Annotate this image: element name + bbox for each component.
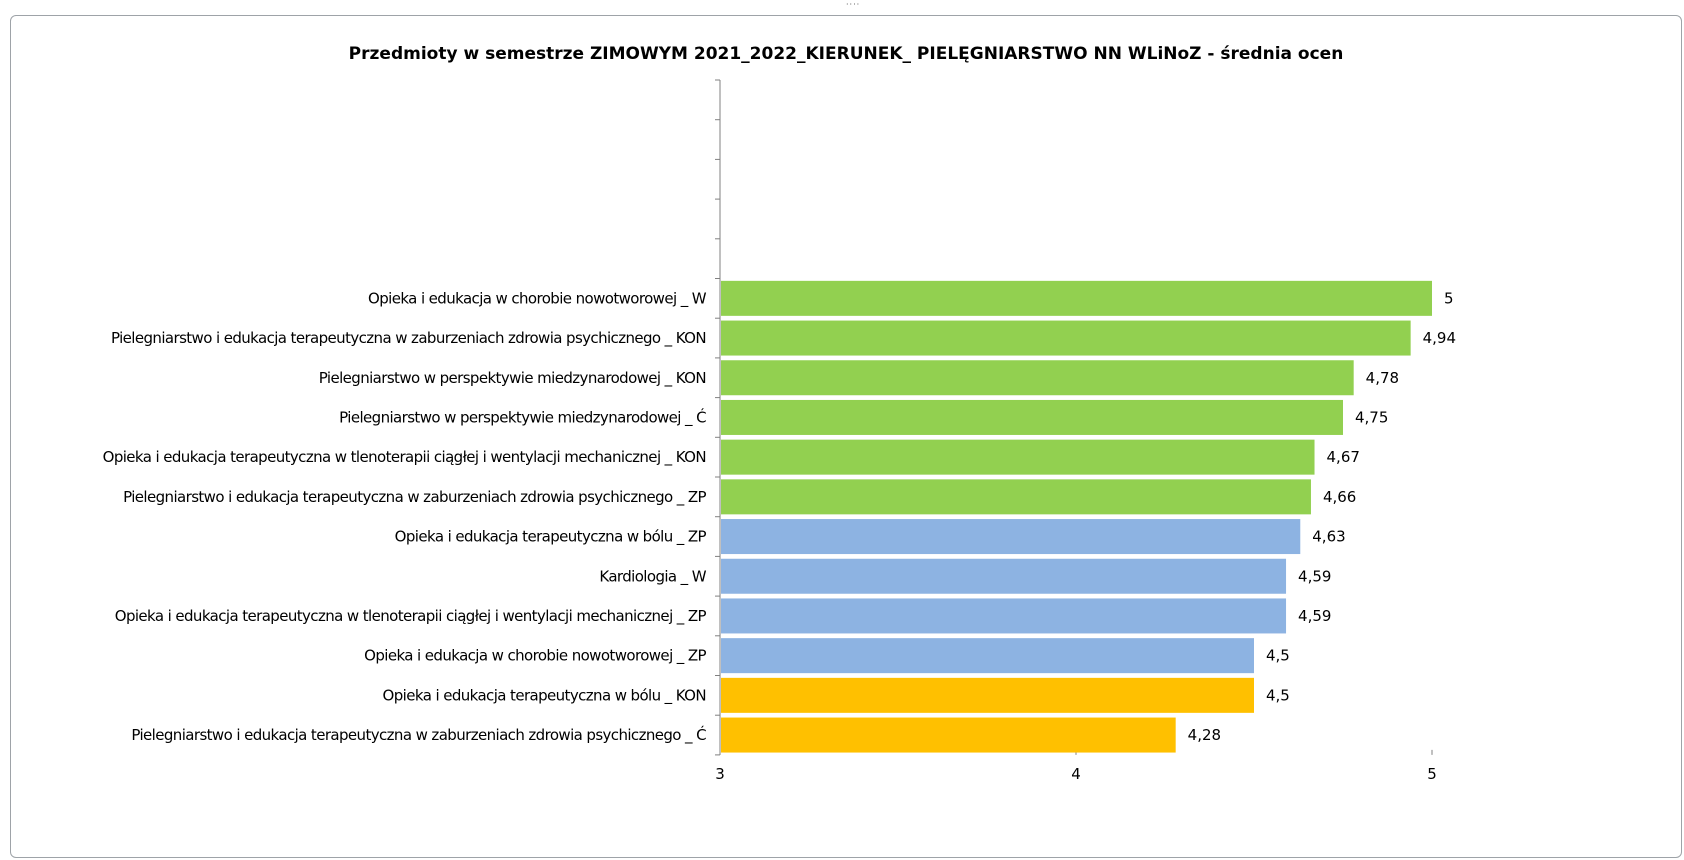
- resize-grip-icon[interactable]: ····: [846, 0, 861, 9]
- bar: [721, 638, 1254, 674]
- data-label: 4,67: [1327, 448, 1360, 466]
- category-label: Pielegniarstwo w perspektywie miedzynaro…: [319, 369, 706, 388]
- category-label: Pielegniarstwo i edukacja terapeutyczna …: [123, 488, 706, 507]
- chart-title: Przedmioty w semestrze ZIMOWYM 2021_2022…: [348, 44, 1344, 64]
- chart-area[interactable]: Przedmioty w semestrze ZIMOWYM 2021_2022…: [10, 15, 1682, 858]
- category-label: Opieka i edukacja w chorobie nowotworowe…: [364, 647, 706, 666]
- bar: [721, 280, 1432, 316]
- data-label: 4,28: [1188, 726, 1221, 744]
- data-label: 4,78: [1366, 369, 1399, 387]
- data-label: 4,5: [1266, 647, 1290, 665]
- bar: [721, 439, 1315, 475]
- bar: [721, 479, 1311, 515]
- data-label: 4,63: [1312, 528, 1345, 546]
- category-label: Kardiologia _ W: [599, 567, 706, 586]
- x-tick-label: 4: [1071, 765, 1081, 783]
- data-label: 4,75: [1355, 408, 1388, 426]
- category-label: Pielegniarstwo w perspektywie miedzynaro…: [339, 407, 706, 427]
- x-tick-label: 3: [715, 765, 725, 783]
- bar: [721, 717, 1176, 753]
- bar: [721, 558, 1287, 594]
- bar: [721, 320, 1411, 356]
- category-label: Opieka i edukacja terapeutyczna w bólu _…: [383, 686, 706, 705]
- data-label: 4,94: [1423, 329, 1456, 347]
- bar: [721, 677, 1254, 713]
- data-label: 5: [1444, 289, 1454, 307]
- x-tick-label: 5: [1427, 765, 1437, 783]
- data-label: 4,59: [1298, 567, 1331, 585]
- category-label: Opieka i edukacja terapeutyczna w tlenot…: [115, 607, 707, 626]
- data-label: 4,5: [1266, 686, 1290, 704]
- category-label: Opieka i edukacja w chorobie nowotworowe…: [368, 289, 707, 308]
- bar: [721, 360, 1354, 396]
- data-label: 4,66: [1323, 488, 1356, 506]
- bar: [721, 399, 1343, 435]
- bar: [721, 598, 1287, 634]
- category-label: Opieka i edukacja terapeutyczna w bólu _…: [395, 528, 707, 547]
- data-label: 4,59: [1298, 607, 1331, 625]
- bar: [721, 519, 1301, 555]
- category-label: Opieka i edukacja terapeutyczna w tlenot…: [103, 448, 706, 467]
- category-label: Pielegniarstwo i edukacja terapeutyczna …: [131, 725, 706, 745]
- category-label: Pielegniarstwo i edukacja terapeutyczna …: [111, 329, 706, 348]
- sheet-background: ····: [0, 0, 1684, 14]
